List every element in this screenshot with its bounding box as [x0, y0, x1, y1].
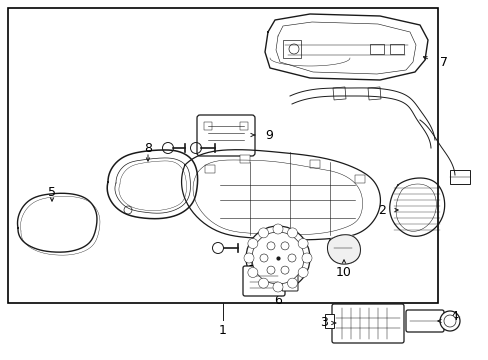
Circle shape — [266, 242, 274, 250]
Circle shape — [287, 254, 295, 262]
Bar — [389, 44, 403, 54]
Circle shape — [272, 282, 283, 292]
Polygon shape — [327, 235, 360, 264]
Bar — [325, 314, 333, 328]
Circle shape — [298, 267, 307, 278]
Circle shape — [272, 224, 283, 234]
FancyBboxPatch shape — [243, 266, 285, 296]
Text: 6: 6 — [273, 293, 282, 306]
Circle shape — [302, 253, 311, 263]
Circle shape — [247, 239, 257, 248]
Bar — [354, 175, 364, 183]
Circle shape — [287, 228, 297, 238]
Bar — [369, 44, 383, 54]
Text: 10: 10 — [335, 266, 351, 279]
Text: 7: 7 — [439, 55, 447, 68]
FancyBboxPatch shape — [197, 115, 254, 156]
Circle shape — [443, 315, 455, 327]
Bar — [203, 122, 212, 130]
Bar — [309, 160, 319, 168]
Text: 3: 3 — [320, 316, 327, 329]
Circle shape — [298, 239, 307, 248]
Text: 11: 11 — [247, 256, 264, 269]
Circle shape — [439, 311, 459, 331]
Bar — [204, 165, 215, 173]
Bar — [240, 122, 247, 130]
Circle shape — [266, 266, 274, 274]
Bar — [367, 87, 380, 100]
Bar — [449, 170, 469, 184]
Text: 2: 2 — [377, 203, 385, 216]
Text: 1: 1 — [219, 324, 226, 337]
Text: 4: 4 — [449, 310, 457, 324]
Circle shape — [281, 242, 288, 250]
FancyBboxPatch shape — [405, 310, 443, 332]
Bar — [240, 155, 249, 163]
Circle shape — [245, 226, 309, 290]
Circle shape — [260, 254, 267, 262]
Text: 8: 8 — [143, 141, 152, 154]
Circle shape — [258, 228, 268, 238]
Text: 5: 5 — [48, 185, 56, 198]
Circle shape — [281, 266, 288, 274]
Bar — [8, 8, 437, 303]
Circle shape — [258, 278, 268, 288]
Circle shape — [287, 278, 297, 288]
FancyBboxPatch shape — [331, 304, 403, 343]
FancyBboxPatch shape — [282, 271, 297, 291]
Bar — [283, 40, 301, 58]
Bar — [332, 87, 346, 100]
Text: 9: 9 — [264, 129, 272, 141]
Circle shape — [244, 253, 253, 263]
Circle shape — [251, 232, 304, 284]
Circle shape — [247, 267, 257, 278]
